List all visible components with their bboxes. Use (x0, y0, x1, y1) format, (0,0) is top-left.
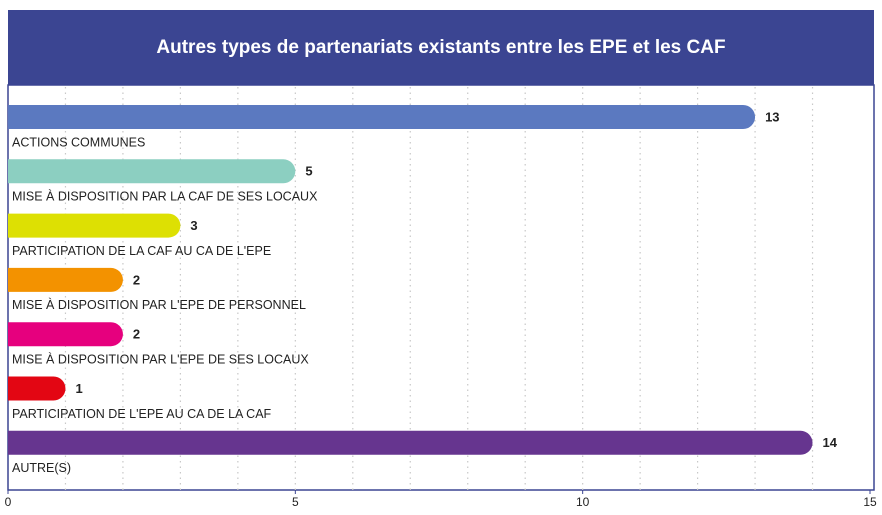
bar (8, 105, 756, 129)
data-label: 1 (75, 381, 82, 396)
category-label: ACTIONS COMMUNES (12, 135, 145, 149)
bar (8, 322, 123, 347)
category-label: MISE À DISPOSITION PAR L'EPE DE PERSONNE… (12, 297, 306, 312)
title-banner (8, 10, 874, 85)
data-label: 3 (190, 218, 197, 233)
bar (8, 376, 66, 401)
x-tick-label: 5 (292, 495, 299, 509)
x-tick-label: 10 (576, 495, 590, 509)
data-label: 14 (823, 435, 838, 450)
bar (8, 267, 123, 292)
data-label: 2 (133, 272, 140, 287)
category-label: PARTICIPATION DE L'EPE AU CA DE LA CAF (12, 407, 272, 421)
bar (8, 430, 813, 455)
data-label: 13 (765, 109, 779, 124)
chart-title: Autres types de partenariats existants e… (156, 37, 725, 58)
category-label: PARTICIPATION DE LA CAF AU CA DE L'EPE (12, 244, 271, 258)
category-label: AUTRE(S) (12, 461, 71, 475)
category-label: MISE À DISPOSITION PAR L'EPE DE SES LOCA… (12, 351, 309, 366)
category-label: MISE À DISPOSITION PAR LA CAF DE SES LOC… (12, 189, 318, 204)
data-label: 2 (133, 327, 140, 342)
data-label: 5 (305, 164, 312, 179)
bar (8, 159, 296, 184)
bar (8, 213, 181, 238)
x-tick-label: 15 (863, 495, 877, 509)
x-tick-label: 0 (5, 495, 12, 509)
